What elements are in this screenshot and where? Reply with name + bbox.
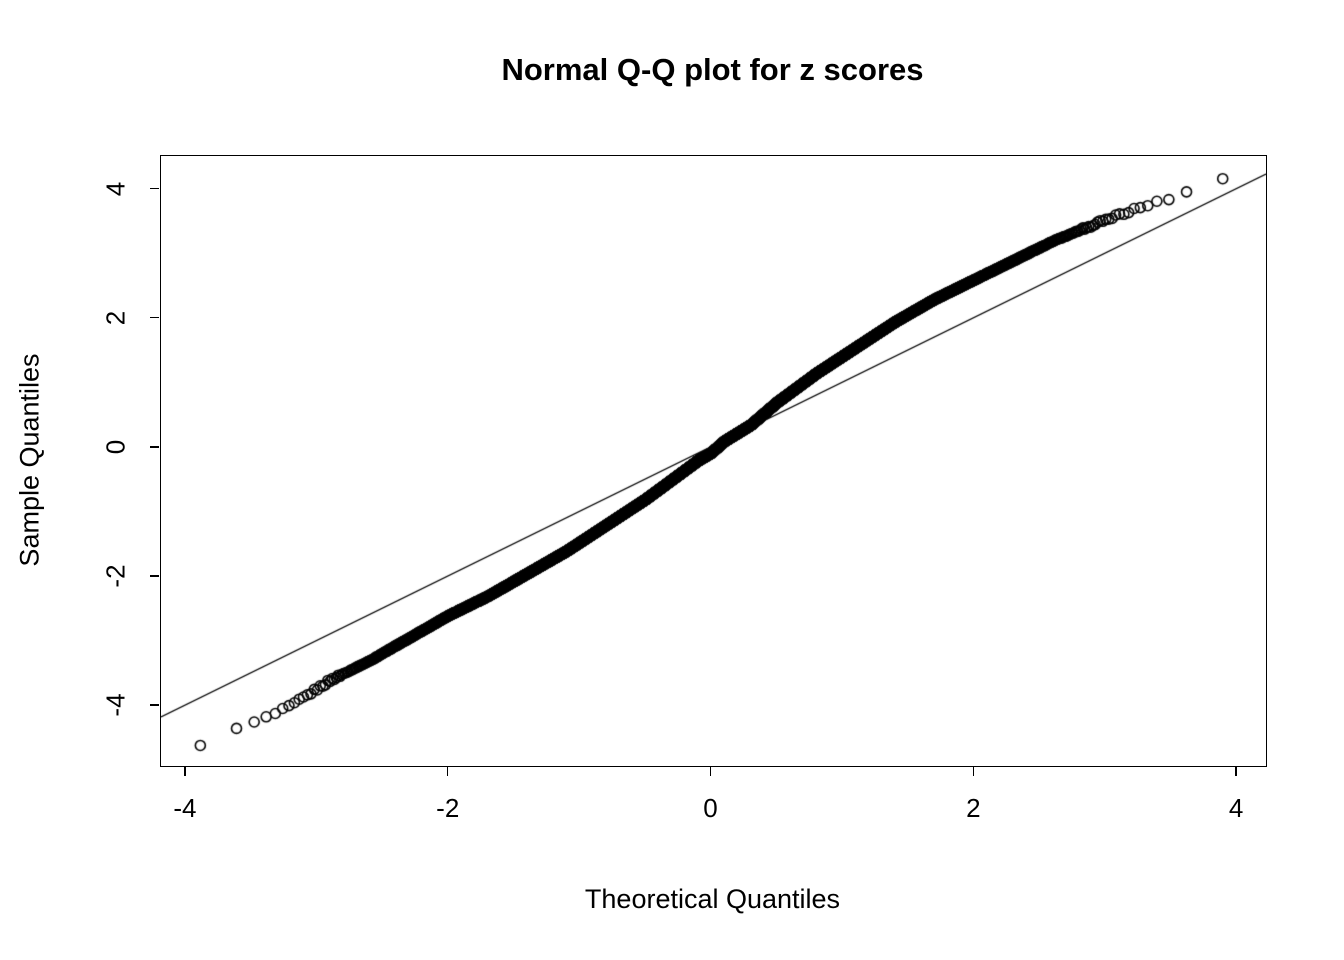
x-tick-label: 4 (1228, 793, 1244, 823)
y-tick-label: 2 (100, 310, 131, 325)
x-tick-mark (1235, 766, 1237, 776)
y-tick-mark (149, 575, 159, 577)
y-tick-label: 0 (100, 439, 131, 454)
y-tick-label: -4 (100, 693, 131, 717)
x-tick-label: 2 (966, 793, 981, 823)
y-tick-mark (149, 704, 159, 706)
x-tick-label: -2 (436, 793, 460, 823)
x-axis-label: Theoretical Quantiles (584, 884, 841, 914)
y-tick-label: -2 (100, 564, 131, 588)
y-tick-label: 4 (100, 181, 131, 196)
x-tick-mark (446, 766, 449, 776)
y-tick-mark (149, 187, 159, 190)
x-tick-label: 0 (703, 793, 718, 823)
plot-area (160, 155, 1267, 767)
x-tick-mark (709, 766, 712, 776)
x-tick-label: -4 (173, 793, 197, 823)
scatter-canvas (161, 156, 1266, 766)
y-axis-label: Sample Quantiles (14, 353, 45, 567)
chart-title: Normal Q-Q plot for z scores (501, 52, 924, 87)
x-tick-mark (184, 766, 186, 776)
y-tick-mark (149, 316, 159, 319)
x-tick-mark (972, 766, 975, 776)
y-tick-mark (149, 446, 159, 448)
